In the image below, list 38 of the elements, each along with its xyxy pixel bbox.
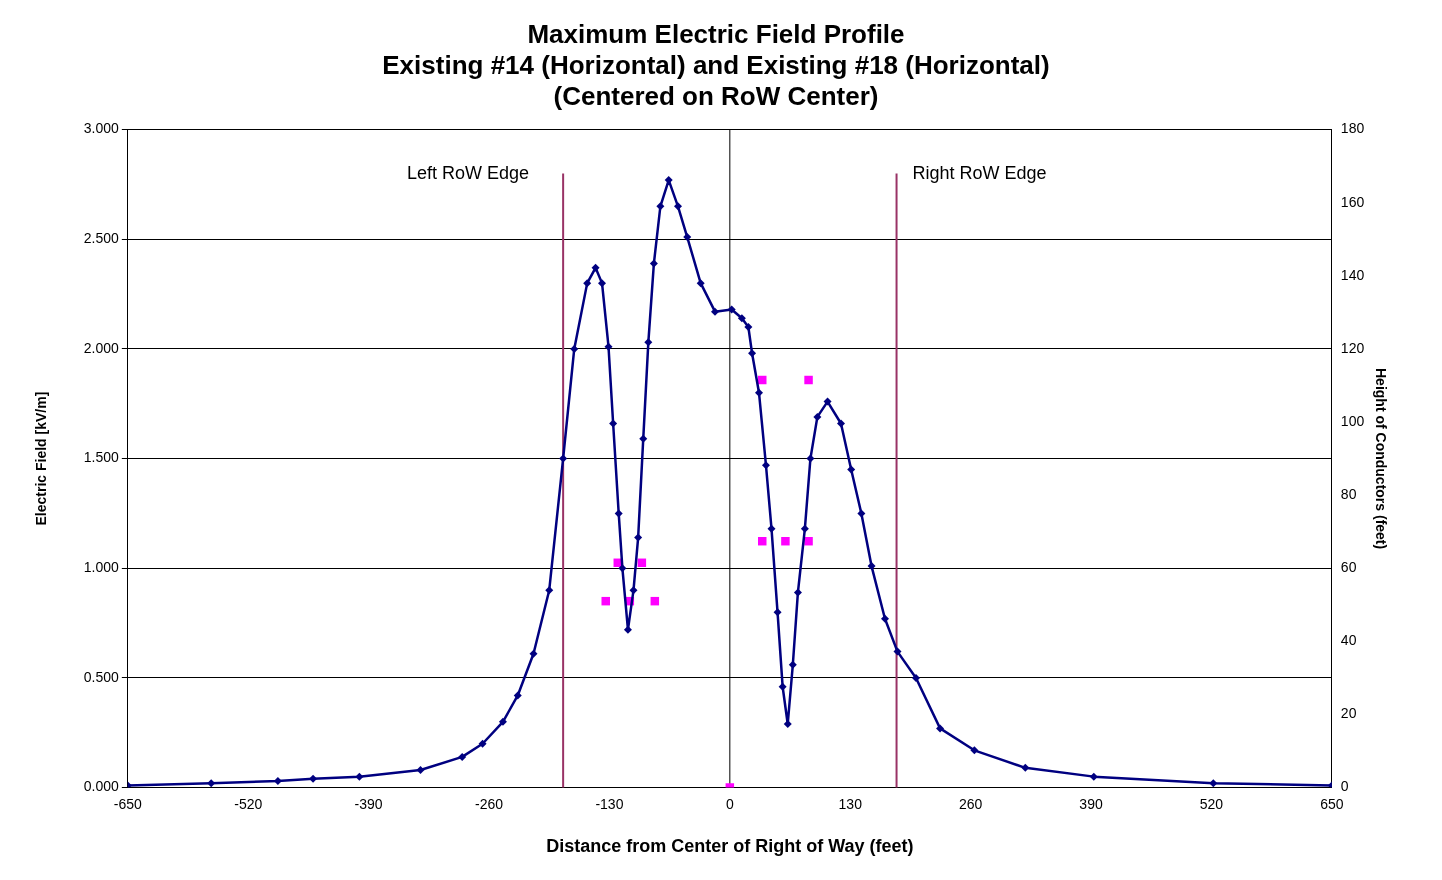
point	[804, 536, 813, 546]
x-tick-label: 390	[1079, 795, 1103, 812]
y2-tick-label: 80	[1340, 486, 1357, 503]
y-tick-label: 0.500	[83, 668, 120, 685]
x-tick-label: 0	[725, 795, 734, 812]
y2-tick-label: 180	[1340, 120, 1365, 137]
y2-tick-label: 160	[1340, 193, 1365, 210]
y2-tick-label: 100	[1340, 412, 1365, 429]
y2-tick-label: 60	[1340, 559, 1357, 576]
y-tick-label: 0.000	[83, 778, 120, 795]
point	[804, 375, 813, 385]
chart-title: Maximum Electric Field Profile Existing #14 (Horizontal) and Existing #18 (Horizontal) (Centered on RoW Center)	[382, 18, 1050, 112]
x-tick-label: 130	[838, 795, 863, 812]
y-tick-label: 2.000	[83, 339, 120, 356]
y2-tick-label: 40	[1340, 632, 1357, 649]
y2-tick-label: 140	[1340, 266, 1365, 283]
ref-line-label: Left RoW Edge	[407, 162, 530, 183]
x-tick-label: 650	[1320, 795, 1344, 812]
y2-tick-label: 120	[1340, 339, 1365, 356]
y-tick-label: 2.500	[83, 230, 120, 247]
x-tick-label: -520	[234, 795, 263, 812]
y-axis-title: Electric Field [kV/m]	[33, 391, 50, 526]
x-tick-label: 260	[958, 795, 983, 812]
y-tick-label: 1.500	[83, 449, 120, 466]
x-tick-label: -650	[113, 795, 143, 812]
y-tick-label: 1.000	[83, 559, 120, 576]
point	[781, 536, 790, 546]
point	[601, 596, 610, 606]
y2-tick-label: 20	[1340, 705, 1357, 722]
x-tick-label: -390	[354, 795, 383, 812]
y2-tick-label: 0	[1340, 778, 1349, 795]
x-tick-label: -130	[595, 795, 624, 812]
ref-line-label: Right RoW Edge	[912, 162, 1047, 183]
x-tick-label: 520	[1199, 795, 1224, 812]
y-tick-label: 3.000	[83, 120, 120, 137]
x-tick-label: -260	[475, 795, 504, 812]
x-axis-title: Distance from Center of Right of Way (feet)	[546, 836, 914, 857]
y2-axis-title: Height of Conductors (feet)	[1372, 367, 1389, 550]
